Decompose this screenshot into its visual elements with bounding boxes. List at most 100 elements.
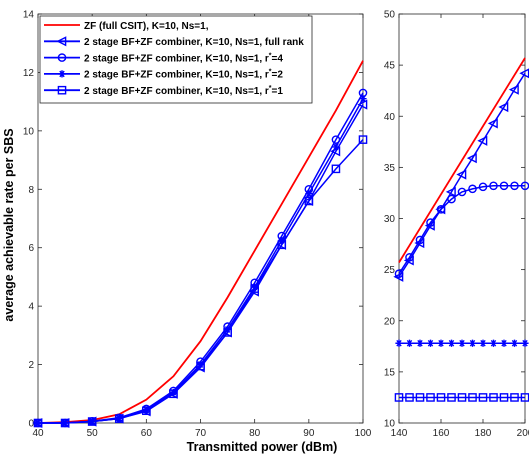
right-data-point (394, 393, 404, 402)
left-data-point (277, 240, 287, 250)
legend-label-suffix: =2 (272, 70, 284, 81)
right-y-tick-label: 20 (384, 316, 396, 327)
right-data-point (499, 181, 509, 191)
right-y-tick-label: 15 (384, 367, 396, 378)
right-data-point (426, 339, 435, 347)
legend-label: ZF (full CSIT), K=10, Ns=1, (84, 21, 209, 32)
right-data-point (437, 339, 445, 347)
right-series-4 (394, 393, 529, 402)
right-y-tick-label: 25 (384, 265, 396, 276)
legend-label-superscript: * (269, 52, 272, 59)
left-data-point (358, 135, 368, 144)
legend-box (39, 15, 313, 104)
right-data-point (394, 269, 404, 279)
right-data-point (510, 339, 519, 347)
left-y-tick-label: 0 (28, 419, 34, 430)
right-data-point (489, 339, 498, 347)
legend: ZF (full CSIT), K=10, Ns=1, 2 stage BF+ZF… (39, 15, 313, 104)
right-data-point (510, 181, 519, 191)
left-data-point (142, 406, 151, 416)
right-data-point (395, 339, 403, 347)
legend-label: 2 stage BF+ZF combiner, K=10, Ns=1, r*=1 (84, 85, 283, 97)
left-data-point (305, 190, 313, 198)
left-series-4 (33, 135, 368, 428)
right-series-line (398, 57, 526, 263)
left-data-point (196, 361, 205, 371)
left-x-tick-label: 90 (303, 428, 315, 439)
right-data-point (468, 184, 477, 194)
right-data-point (468, 393, 477, 402)
right-data-point (457, 187, 467, 197)
right-data-point (456, 169, 467, 180)
left-y-tick-label: 14 (23, 10, 35, 21)
right-data-point (436, 393, 446, 402)
legend-marker (56, 36, 67, 47)
left-data-point (196, 360, 205, 369)
right-series-3 (395, 339, 529, 347)
legend-label-suffix: =4 (272, 53, 284, 64)
right-data-point (416, 339, 424, 347)
right-x-tick-label: 140 (391, 428, 408, 439)
left-data-point (304, 196, 314, 206)
right-data-point (405, 393, 414, 402)
right-data-point (477, 135, 488, 146)
right-chart-panel: 140 160 180 200 10 15 20 25 30 35 40 45 50 (384, 10, 529, 439)
x-axis-label: Transmitted power (dBm) (187, 440, 338, 454)
right-data-point (479, 339, 487, 347)
right-y-tick-label: 50 (384, 10, 396, 21)
left-data-point (169, 389, 178, 399)
right-data-point (478, 182, 488, 192)
left-data-point (223, 328, 232, 337)
left-y-tick-label: 6 (28, 243, 34, 254)
left-y-tick-label: 2 (28, 360, 34, 371)
left-data-point (331, 164, 341, 174)
right-data-point (500, 339, 508, 347)
right-x-tick-label: 160 (433, 428, 450, 439)
left-y-tick-label: 4 (28, 302, 34, 313)
right-x-tick-label: 200 (517, 428, 529, 439)
left-x-tick-label: 70 (195, 428, 207, 439)
right-series-line (398, 185, 525, 275)
legend-label: 2 stage BF+ZF combiner, K=10, Ns=1, full… (84, 37, 304, 48)
right-data-point (489, 181, 498, 191)
left-data-point (278, 236, 286, 245)
legend-label-text: 2 stage BF+ZF combiner, K=10, Ns=1, r (84, 86, 269, 97)
right-data-point (468, 339, 477, 347)
legend-label-text: 2 stage BF+ZF combiner, K=10, Ns=1, full… (84, 37, 304, 48)
right-data-point (393, 271, 404, 282)
right-data-point (405, 339, 414, 347)
left-x-tick-label: 60 (141, 428, 153, 439)
legend-marker (57, 53, 67, 62)
right-y-tick-label: 30 (384, 214, 396, 225)
left-y-tick-label: 10 (23, 126, 35, 137)
right-data-point (487, 118, 498, 129)
legend-label-text: 2 stage BF+ZF combiner, K=10, Ns=1, r (84, 70, 269, 81)
legend-entry: ZF (full CSIT), K=10, Ns=1, (44, 21, 209, 32)
left-data-point (250, 284, 259, 293)
right-data-point (489, 393, 498, 402)
right-data-point (510, 393, 519, 402)
left-data-point (33, 418, 43, 428)
left-y-tick-label: 8 (28, 185, 34, 196)
left-data-point (359, 95, 367, 103)
left-data-point (357, 99, 368, 110)
right-data-point (447, 194, 456, 204)
right-y-tick-label: 35 (384, 163, 396, 174)
right-data-point (445, 186, 456, 197)
right-data-point (426, 393, 435, 402)
left-data-point (60, 418, 70, 428)
right-y-tick-label: 40 (384, 112, 396, 123)
left-y-tick-label: 12 (23, 68, 35, 79)
legend-marker (57, 85, 67, 95)
right-series-0 (398, 57, 526, 263)
legend-entry: 2 stage BF+ZF combiner, K=10, Ns=1, full… (44, 36, 304, 48)
y-axis-label: average achievable rate per SBS (2, 128, 16, 321)
left-data-point (332, 143, 340, 151)
right-data-point (405, 253, 414, 262)
right-data-point (415, 235, 425, 245)
legend-label-text: ZF (full CSIT), K=10, Ns=1, (84, 21, 209, 32)
legend-label-suffix: =1 (272, 86, 284, 97)
right-data-point (466, 153, 477, 164)
left-data-point (114, 414, 124, 423)
right-data-point (426, 218, 435, 227)
